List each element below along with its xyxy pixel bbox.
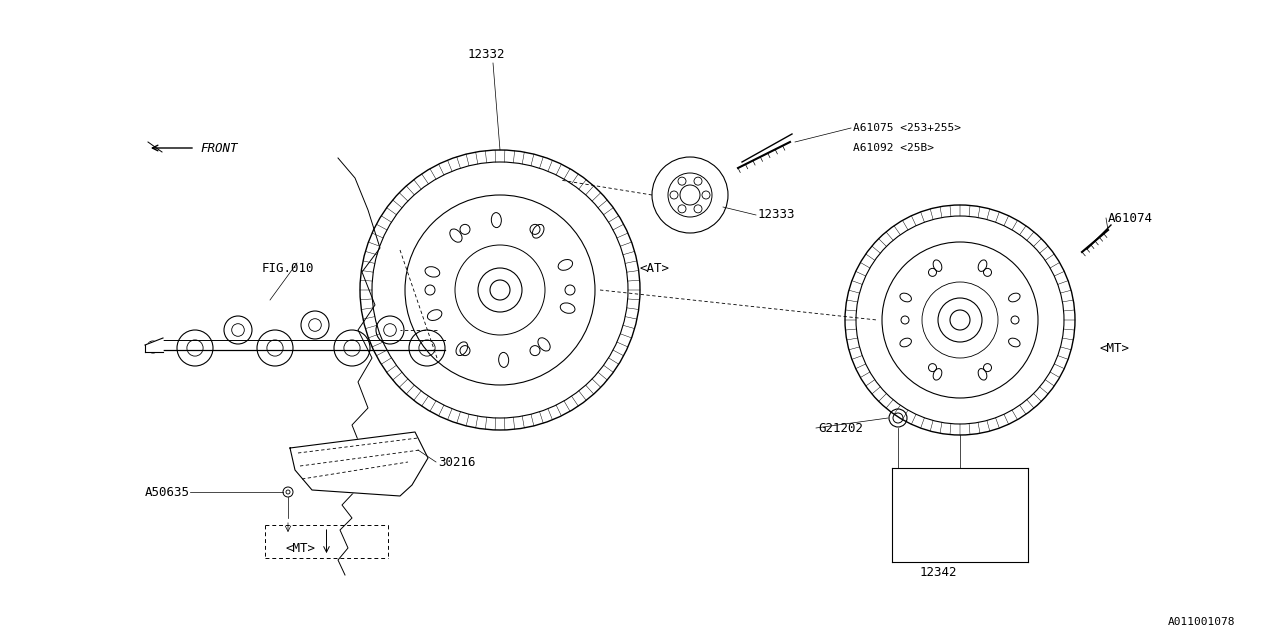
Text: A61092 <25B>: A61092 <25B> <box>852 143 934 153</box>
Text: 12333: 12333 <box>758 209 795 221</box>
Text: <AT>: <AT> <box>640 262 669 275</box>
Polygon shape <box>145 338 163 352</box>
Text: 30216: 30216 <box>438 456 475 468</box>
Text: 12332: 12332 <box>468 49 506 61</box>
Text: A61075 <253+255>: A61075 <253+255> <box>852 123 961 133</box>
Text: A61074: A61074 <box>1108 211 1153 225</box>
Text: <MT>: <MT> <box>285 541 315 554</box>
Text: <MT>: <MT> <box>1100 342 1130 355</box>
Text: A50635: A50635 <box>145 486 189 499</box>
Text: G21202: G21202 <box>818 422 863 435</box>
Text: A011001078: A011001078 <box>1169 617 1235 627</box>
Text: 12342: 12342 <box>920 566 957 579</box>
Text: FIG.010: FIG.010 <box>262 262 315 275</box>
Polygon shape <box>291 432 428 496</box>
Text: FRONT: FRONT <box>200 141 238 154</box>
